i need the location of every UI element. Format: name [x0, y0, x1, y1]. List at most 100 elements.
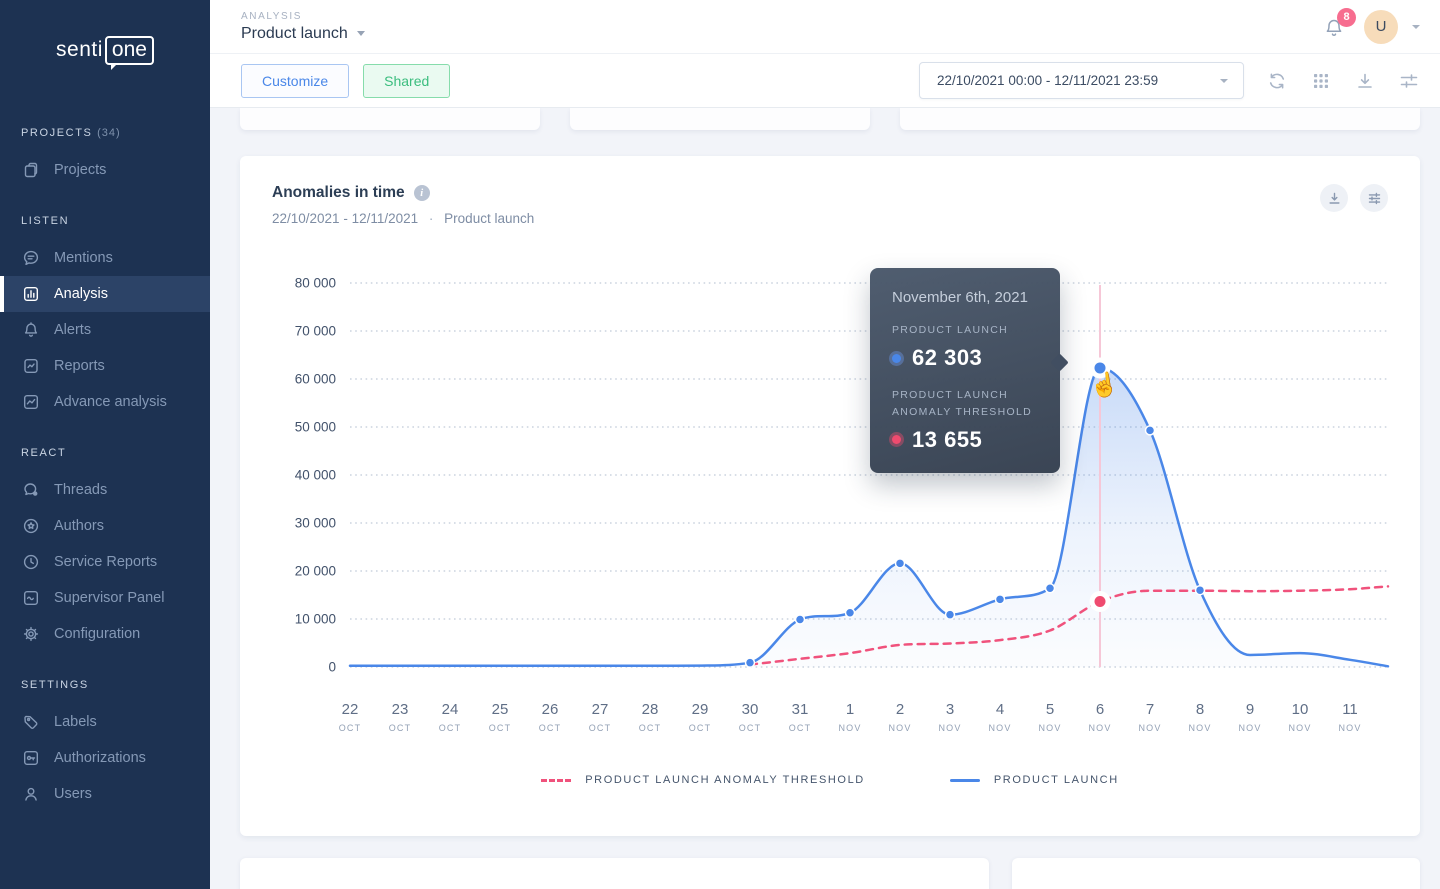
date-range-select[interactable]: 22/10/2021 00:00 - 12/11/2021 23:59	[919, 62, 1244, 99]
logo-box-text: one	[104, 35, 154, 70]
notification-badge: 8	[1337, 7, 1356, 27]
customize-button[interactable]: Customize	[241, 63, 350, 98]
data-point-marker[interactable]	[1044, 583, 1056, 594]
y-axis-label: 50 000	[295, 420, 336, 435]
x-axis-day-label: 24	[442, 701, 459, 718]
data-point-marker[interactable]	[744, 657, 756, 668]
data-point-marker[interactable]	[844, 607, 856, 619]
configuration-icon	[23, 626, 39, 642]
users-icon	[25, 787, 37, 801]
sidebar-item-configuration[interactable]: Configuration	[0, 616, 210, 652]
data-point-marker[interactable]	[1194, 584, 1206, 596]
sidebar-item-threads[interactable]: Threads	[0, 472, 210, 508]
notifications-button[interactable]: 8	[1322, 7, 1356, 41]
info-icon[interactable]: i	[413, 185, 430, 201]
legend-item-product-launch[interactable]: PRODUCT LAUNCH	[949, 774, 1119, 786]
x-axis-day-label: 3	[946, 701, 954, 718]
stat-card-partial	[900, 108, 1420, 130]
sidebar-item-users[interactable]: Users	[0, 776, 210, 812]
sidebar-item-advance-analysis[interactable]: Advance analysis	[0, 384, 210, 420]
sidebar-item-service-reports[interactable]: Service Reports	[0, 544, 210, 580]
x-axis-month-label: OCT	[589, 723, 612, 733]
data-point-marker[interactable]	[944, 609, 956, 620]
sidebar-item-label: Projects	[54, 162, 107, 178]
dashed-line-swatch	[541, 778, 572, 782]
y-axis-label: 0	[328, 660, 336, 675]
shared-button[interactable]: Shared	[363, 63, 451, 98]
sidebar-item-label: Analysis	[54, 286, 108, 302]
sidebar-item-label: Threads	[54, 482, 108, 498]
anomalies-chart: 0 10 000 20 000 30 000 40 000 50 000 60 000 70 …	[240, 252, 1420, 772]
sidebar-item-alerts[interactable]: Alerts	[0, 312, 210, 348]
y-axis-label: 80 000	[295, 276, 336, 291]
chevron-down-icon[interactable]	[1412, 24, 1420, 29]
product-launch-area	[350, 367, 1388, 667]
project-selector[interactable]: Product launch	[241, 25, 365, 43]
hovered-data-point[interactable]	[1094, 362, 1106, 374]
x-axis-day-label: 11	[1342, 701, 1358, 718]
sidebar-item-label: Configuration	[54, 626, 141, 642]
data-point-marker[interactable]	[794, 614, 806, 625]
legend-item-anomaly-threshold[interactable]: PRODUCT LAUNCH ANOMALY THRESHOLD	[541, 774, 865, 786]
x-axis-month-label: NOV	[938, 723, 961, 733]
card-project-name: Product launch	[444, 211, 535, 226]
data-point-marker[interactable]	[894, 558, 906, 569]
sentione-logo: senti one	[0, 0, 210, 100]
sidebar-item-authors[interactable]: Authors	[0, 508, 210, 544]
sidebar-item-label: Authors	[54, 518, 104, 534]
hovered-threshold-point[interactable]	[1094, 595, 1106, 607]
x-axis-day-label: 7	[1146, 701, 1154, 718]
x-axis-month-label: OCT	[789, 723, 812, 733]
analysis-toolbar: Customize Shared 22/10/2021 00:00 - 12/1…	[210, 54, 1440, 108]
x-axis-month-label: OCT	[439, 723, 462, 733]
chart-download-button[interactable]	[1320, 184, 1348, 212]
x-axis-day-label: 27	[592, 701, 609, 718]
data-point-marker[interactable]	[1144, 425, 1156, 436]
x-axis-month-label: OCT	[539, 723, 562, 733]
refresh-button[interactable]	[1266, 70, 1288, 92]
x-axis-day-label: 10	[1292, 701, 1309, 718]
dashboard-content: Anomalies in time i 22/10/2021 - 12/11/2…	[210, 108, 1440, 889]
x-axis-month-label: OCT	[739, 723, 762, 733]
authors-icon	[23, 518, 39, 534]
top-header: ANALYSIS Product launch 8 U	[210, 0, 1440, 54]
x-axis-month-label: NOV	[1338, 723, 1361, 733]
card-date-range: 22/10/2021 - 12/11/2021	[272, 211, 419, 226]
x-axis-day-label: 5	[1046, 701, 1054, 718]
reports-icon	[24, 359, 38, 374]
sidebar-item-analysis[interactable]: Analysis	[0, 276, 210, 312]
filters-button[interactable]	[1398, 70, 1420, 92]
anomalies-in-time-card: Anomalies in time i 22/10/2021 - 12/11/2…	[240, 156, 1420, 836]
x-axis-month-label: OCT	[689, 723, 712, 733]
advance-analysis-icon	[24, 395, 39, 410]
x-axis-day-label: 8	[1196, 701, 1204, 718]
chevron-down-icon	[1220, 78, 1228, 83]
x-axis-month-label: OCT	[339, 723, 362, 733]
x-axis-month-label: NOV	[1038, 723, 1061, 733]
x-axis-day-label: 9	[1246, 701, 1254, 718]
download-button[interactable]	[1354, 70, 1376, 92]
sidebar-item-projects[interactable]: Projects	[0, 152, 210, 188]
x-axis-day-label: 1	[846, 701, 854, 718]
section-react: REACT	[21, 447, 67, 459]
x-axis-month-label: NOV	[838, 723, 861, 733]
sidebar-item-labels[interactable]: Labels	[0, 704, 210, 740]
section-projects: PROJECTS (34)	[21, 127, 121, 139]
tooltip-series1-label: PRODUCT LAUNCH	[892, 324, 1009, 336]
y-axis-label: 60 000	[295, 372, 336, 387]
chart-tooltip: November 6th, 2021 PRODUCT LAUNCH 62 303…	[870, 268, 1060, 473]
sidebar-item-reports[interactable]: Reports	[0, 348, 210, 384]
chart-settings-button[interactable]	[1360, 184, 1388, 212]
x-axis-month-label: OCT	[639, 723, 662, 733]
x-axis-month-label: NOV	[1188, 723, 1211, 733]
avatar[interactable]: U	[1364, 9, 1398, 44]
sidebar-item-label: Users	[54, 786, 92, 802]
x-axis-day-label: 4	[996, 701, 1004, 718]
data-point-marker[interactable]	[994, 594, 1006, 605]
grid-view-button[interactable]	[1310, 70, 1332, 92]
sidebar-item-mentions[interactable]: Mentions	[0, 240, 210, 276]
sidebar-item-authorizations[interactable]: Authorizations	[0, 740, 210, 776]
bottom-card-partial	[240, 858, 989, 889]
sidebar-item-supervisor-panel[interactable]: Supervisor Panel	[0, 580, 210, 616]
y-axis-label: 20 000	[295, 564, 336, 579]
